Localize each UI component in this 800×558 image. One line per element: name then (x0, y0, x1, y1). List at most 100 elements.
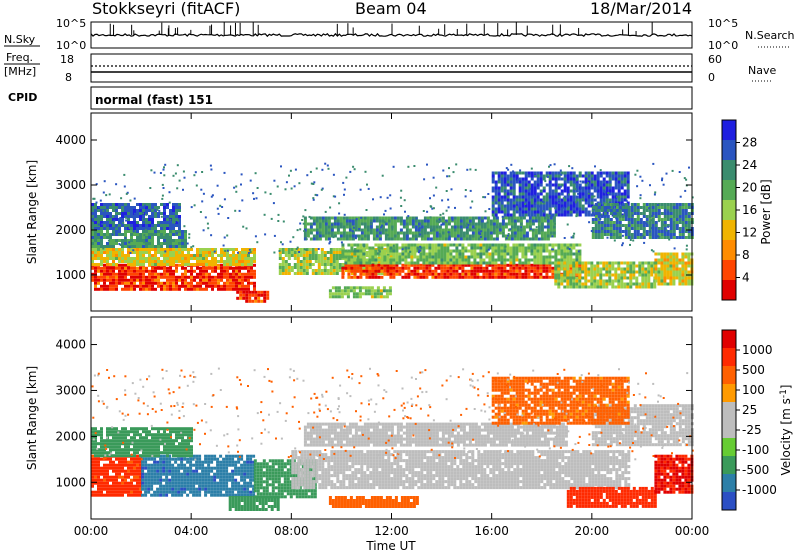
heatmap-cell (445, 238, 448, 241)
heatmap-cell (133, 285, 136, 288)
heatmap-cell (591, 230, 593, 232)
heatmap-cell (682, 218, 685, 221)
heatmap-cell (239, 297, 242, 300)
heatmap-cell (528, 208, 531, 211)
heatmap-cell (288, 257, 291, 260)
heatmap-cell (172, 209, 175, 212)
heatmap-cell (508, 220, 511, 223)
heatmap-cell (139, 251, 142, 254)
heatmap-cell (220, 260, 223, 263)
heatmap-cell (400, 229, 403, 232)
heatmap-cell (452, 219, 454, 221)
freq-panel-frame (91, 54, 692, 82)
heatmap-cell (660, 253, 663, 256)
heatmap-cell (624, 190, 627, 193)
heatmap-cell (172, 224, 174, 226)
heatmap-cell (600, 196, 603, 199)
heatmap-cell (344, 250, 347, 253)
heatmap-cell (449, 270, 452, 273)
heatmap-cell (620, 274, 623, 277)
heatmap-cell (118, 230, 121, 233)
heatmap-cell (217, 267, 220, 270)
heatmap-cell (380, 226, 382, 228)
heatmap-cell (133, 251, 136, 254)
heatmap-cell (389, 267, 392, 270)
heatmap-cell (610, 233, 613, 236)
heatmap-cell (333, 272, 336, 275)
heatmap-cell (392, 276, 395, 279)
heatmap-cell (96, 202, 98, 204)
heatmap-cell (142, 267, 145, 270)
heatmap-cell (522, 196, 525, 199)
heatmap-cell (184, 257, 187, 260)
heatmap-cell (487, 238, 490, 241)
heatmap-cell (354, 168, 356, 170)
heatmap-cell (377, 259, 380, 262)
heatmap-cell (383, 250, 386, 253)
heatmap-cell (401, 259, 404, 262)
heatmap-cell (328, 235, 331, 238)
heatmap-cell (653, 286, 656, 289)
heatmap-cell (467, 273, 470, 276)
heatmap-cell (373, 217, 376, 220)
heatmap-cell (458, 276, 461, 279)
heatmap-cell (445, 221, 447, 223)
heatmap-cell (545, 276, 548, 279)
heatmap-cell (109, 227, 112, 230)
heatmap-cell (678, 277, 681, 280)
heatmap-cell (649, 215, 652, 218)
heatmap-cell (304, 217, 307, 220)
heatmap-cell (352, 235, 355, 238)
heatmap-cell (365, 267, 368, 270)
heatmap-cell (681, 268, 684, 271)
heatmap-cell (440, 259, 443, 262)
heatmap-cell (413, 262, 416, 265)
heatmap-cell (260, 291, 263, 294)
heatmap-cell (431, 276, 434, 279)
heatmap-cell (142, 224, 145, 227)
heatmap-cell (324, 257, 327, 260)
heatmap-cell (443, 244, 446, 247)
heatmap-cell (428, 253, 431, 256)
heatmap-cell (654, 259, 657, 262)
heatmap-cell (361, 232, 364, 235)
heatmap-cell (264, 233, 266, 235)
heatmap-cell (628, 206, 631, 209)
heatmap-cell (564, 175, 567, 178)
heatmap-cell (572, 280, 575, 283)
heatmap-cell (484, 217, 487, 220)
heatmap-cell (217, 282, 220, 285)
heatmap-cell (184, 285, 187, 288)
heatmap-cell (508, 217, 511, 220)
heatmap-cell (685, 218, 688, 221)
heatmap-cell (260, 294, 263, 297)
heatmap-cell (169, 273, 172, 276)
heatmap-cell (130, 252, 132, 254)
heatmap-cell (136, 209, 139, 212)
heatmap-cell (568, 206, 570, 208)
heatmap-cell (607, 221, 610, 224)
heatmap-cell (136, 251, 139, 254)
heatmap-cell (184, 233, 187, 236)
heatmap-cell (446, 247, 449, 250)
heatmap-cell (585, 172, 588, 175)
heatmap-cell (510, 208, 513, 211)
heatmap-cell (338, 286, 341, 289)
heatmap-cell (166, 279, 169, 282)
heatmap-cell (143, 234, 145, 236)
heatmap-cell (358, 238, 361, 241)
heatmap-cell (112, 206, 115, 209)
heatmap-cell (166, 273, 169, 276)
heatmap-cell (160, 245, 163, 248)
heatmap-cell (374, 256, 377, 259)
heatmap-cell (595, 209, 598, 212)
heatmap-cell (634, 206, 637, 209)
heatmap-cell (241, 173, 243, 175)
heatmap-cell (409, 238, 412, 241)
heatmap-cell (552, 196, 555, 199)
heatmap-cell (154, 279, 157, 282)
heatmap-cell (127, 257, 130, 260)
heatmap-cell (555, 172, 558, 175)
heatmap-cell (579, 208, 582, 211)
heatmap-cell (685, 224, 688, 227)
